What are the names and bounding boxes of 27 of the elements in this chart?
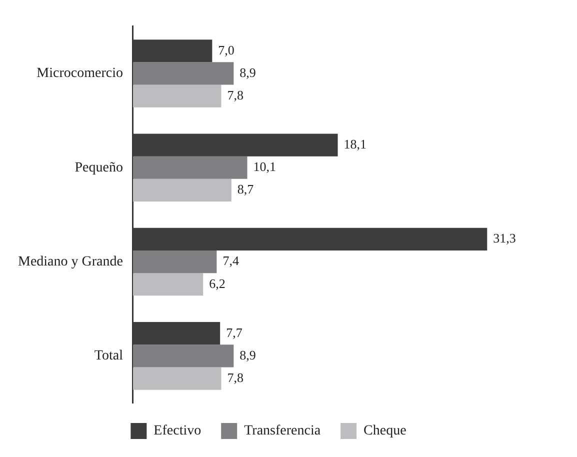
data-label: 7,0 bbox=[218, 42, 234, 58]
bar bbox=[132, 250, 217, 274]
data-label: 7,4 bbox=[222, 253, 240, 268]
data-label: 10,1 bbox=[253, 159, 276, 174]
bar bbox=[132, 273, 204, 296]
bar bbox=[132, 62, 234, 85]
bar bbox=[132, 178, 232, 202]
y-tick-label: Microcomercio bbox=[36, 66, 123, 82]
data-label: 18,1 bbox=[344, 136, 367, 152]
bar bbox=[132, 344, 234, 368]
data-label: 6,2 bbox=[209, 276, 226, 291]
bar bbox=[132, 156, 248, 179]
legend-label: Efectivo bbox=[154, 424, 202, 439]
y-tick-label: Pequeño bbox=[74, 160, 123, 176]
data-label: 7,8 bbox=[227, 87, 244, 102]
bar bbox=[132, 84, 222, 108]
data-label: 8,9 bbox=[240, 347, 256, 362]
legend-label: Transferencia bbox=[244, 424, 322, 439]
data-label: 7,8 bbox=[227, 370, 244, 385]
data-label: 7,7 bbox=[226, 324, 243, 340]
legend-label: Cheque bbox=[364, 424, 406, 439]
data-label: 8,9 bbox=[240, 64, 256, 80]
y-tick-label: Total bbox=[94, 348, 124, 364]
y-tick-label: Mediano y Grande bbox=[18, 254, 123, 270]
bar bbox=[132, 367, 222, 390]
data-label: 31,3 bbox=[493, 230, 516, 246]
data-label: 8,7 bbox=[237, 182, 254, 197]
